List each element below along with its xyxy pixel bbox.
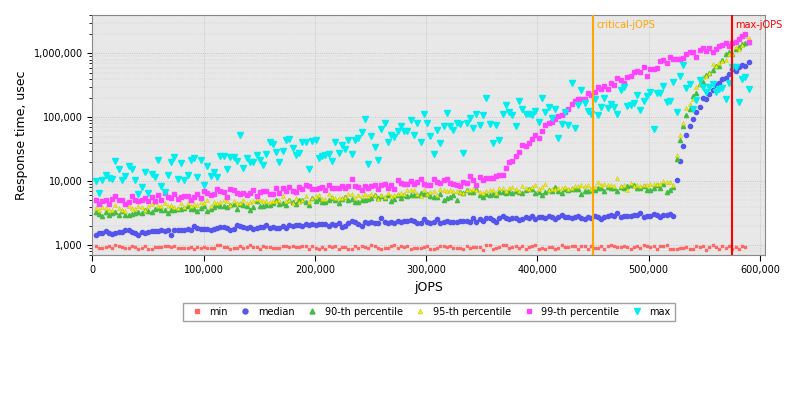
median [216,225,226,230]
min [91,244,101,249]
99-th percentile [91,198,101,202]
Legend: min, median, 90-th percentile, 95-th percentile, 99-th percentile, max: min, median, 90-th percentile, 95-th per… [183,303,674,321]
90-th percentile [121,212,130,217]
min [130,245,140,250]
90-th percentile [268,201,278,206]
Line: min: min [94,244,750,258]
min [691,244,701,248]
90-th percentile [134,209,143,214]
median [268,225,278,230]
90-th percentile [98,214,107,219]
95-th percentile [691,84,701,89]
max [678,63,688,68]
99-th percentile [744,39,754,44]
median [744,60,754,64]
95-th percentile [268,199,278,204]
Text: critical-jOPS: critical-jOPS [596,20,655,30]
99-th percentile [94,202,104,207]
X-axis label: jOPS: jOPS [414,281,443,294]
median [91,232,101,237]
max [744,86,754,91]
99-th percentile [121,202,130,206]
95-th percentile [744,36,754,40]
median [134,233,143,238]
max [268,142,278,146]
95-th percentile [91,205,101,210]
90-th percentile [744,40,754,44]
median [117,230,126,235]
max [130,177,140,182]
max [91,179,101,184]
99-th percentile [741,32,750,36]
90-th percentile [91,210,101,214]
Line: 95-th percentile: 95-th percentile [94,34,751,213]
Line: median: median [94,60,751,237]
90-th percentile [691,91,701,96]
min [265,244,274,249]
max [718,86,727,91]
95-th percentile [216,200,226,205]
Line: max: max [93,63,751,197]
99-th percentile [216,189,226,194]
Line: 90-th percentile: 90-th percentile [94,40,751,218]
95-th percentile [741,34,750,38]
99-th percentile [714,44,724,48]
99-th percentile [134,198,143,203]
95-th percentile [714,61,724,66]
min [390,243,399,248]
Y-axis label: Response time, usec: Response time, usec [15,70,28,200]
max [216,154,226,158]
median [130,230,140,235]
min [212,243,222,248]
max [694,77,704,82]
99-th percentile [268,191,278,196]
90-th percentile [714,64,724,68]
95-th percentile [117,208,126,212]
Line: 99-th percentile: 99-th percentile [94,32,751,206]
min [714,246,724,251]
99-th percentile [691,54,701,59]
max [117,178,126,182]
95-th percentile [121,208,130,213]
median [714,81,724,86]
max [134,192,143,196]
Text: max-jOPS: max-jOPS [735,20,782,30]
median [691,110,701,114]
min [744,254,754,259]
min [117,245,126,250]
90-th percentile [216,204,226,208]
95-th percentile [134,204,143,209]
